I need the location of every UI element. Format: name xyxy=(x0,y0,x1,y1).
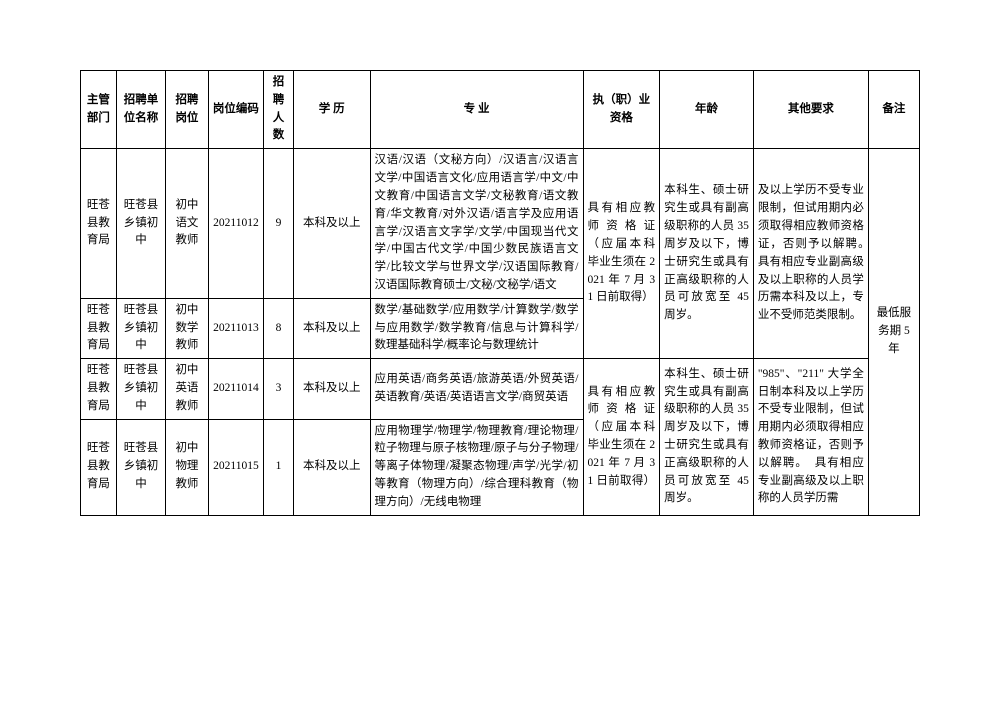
table-row: 旺苍县教育局 旺苍县乡镇初中 初中语文教师 20211012 9 本科及以上 汉… xyxy=(81,149,920,299)
recruitment-table: 主管部门 招聘单位名称 招聘岗位 岗位编码 招聘人数 学 历 专 业 执（职）业… xyxy=(80,70,920,516)
cell-dept: 旺苍县教育局 xyxy=(81,419,117,515)
h-note: 备注 xyxy=(868,71,919,149)
cell-other: "985"、"211" 大学全日制本科及以上学历不受专业限制，但试用期内必须取得… xyxy=(753,359,868,516)
cell-age: 本科生、硕士研究生或具有副高级职称的人员 35 周岁及以下，博士研究生或具有正高… xyxy=(660,359,754,516)
cell-major: 数学/基础数学/应用数学/计算数学/数学与应用数学/数学教育/信息与计算科学/数… xyxy=(370,298,583,358)
cell-num: 8 xyxy=(264,298,294,358)
cell-post: 初中数学教师 xyxy=(166,298,209,358)
table-row: 旺苍县教育局 旺苍县乡镇初中 初中英语教师 20211014 3 本科及以上 应… xyxy=(81,359,920,419)
cell-code: 20211013 xyxy=(208,298,263,358)
cell-code: 20211014 xyxy=(208,359,263,419)
cell-unit: 旺苍县乡镇初中 xyxy=(116,149,165,299)
cell-note: 最低服务期 5 年 xyxy=(868,149,919,515)
h-other: 其他要求 xyxy=(753,71,868,149)
cell-post: 初中英语教师 xyxy=(166,359,209,419)
cell-edu: 本科及以上 xyxy=(293,419,370,515)
cell-code: 20211015 xyxy=(208,419,263,515)
cell-major: 应用英语/商务英语/旅游英语/外贸英语/英语教育/英语/英语语言文学/商贸英语 xyxy=(370,359,583,419)
cell-unit: 旺苍县乡镇初中 xyxy=(116,359,165,419)
cell-major: 应用物理学/物理学/物理教育/理论物理/粒子物理与原子核物理/原子与分子物理/等… xyxy=(370,419,583,515)
h-dept: 主管部门 xyxy=(81,71,117,149)
cell-post: 初中语文教师 xyxy=(166,149,209,299)
h-num: 招聘人数 xyxy=(264,71,294,149)
cell-unit: 旺苍县乡镇初中 xyxy=(116,298,165,358)
cell-age: 本科生、硕士研究生或具有副高级职称的人员 35 周岁及以下，博士研究生或具有正高… xyxy=(660,149,754,359)
h-code: 岗位编码 xyxy=(208,71,263,149)
cell-num: 9 xyxy=(264,149,294,299)
h-age: 年龄 xyxy=(660,71,754,149)
cell-code: 20211012 xyxy=(208,149,263,299)
cell-qual: 具有相应教师资格证（应届本科毕业生须在 2021 年 7 月 31 日前取得） xyxy=(583,359,660,516)
cell-edu: 本科及以上 xyxy=(293,149,370,299)
cell-num: 1 xyxy=(264,419,294,515)
cell-major: 汉语/汉语（文秘方向）/汉语言/汉语言文学/中国语言文化/应用语言学/中文/中文… xyxy=(370,149,583,299)
cell-dept: 旺苍县教育局 xyxy=(81,149,117,299)
cell-dept: 旺苍县教育局 xyxy=(81,298,117,358)
h-major: 专 业 xyxy=(370,71,583,149)
cell-edu: 本科及以上 xyxy=(293,359,370,419)
h-edu: 学 历 xyxy=(293,71,370,149)
h-qual: 执（职）业资格 xyxy=(583,71,660,149)
cell-edu: 本科及以上 xyxy=(293,298,370,358)
h-post: 招聘岗位 xyxy=(166,71,209,149)
header-row: 主管部门 招聘单位名称 招聘岗位 岗位编码 招聘人数 学 历 专 业 执（职）业… xyxy=(81,71,920,149)
cell-unit: 旺苍县乡镇初中 xyxy=(116,419,165,515)
cell-qual: 具有相应教师资格证（应届本科毕业生须在 2021 年 7 月 31 日前取得） xyxy=(583,149,660,359)
cell-other: 及以上学历不受专业限制，但试用期内必须取得相应教师资格证，否则予以解聘。 具有相… xyxy=(753,149,868,359)
cell-num: 3 xyxy=(264,359,294,419)
h-unit: 招聘单位名称 xyxy=(116,71,165,149)
cell-post: 初中物理教师 xyxy=(166,419,209,515)
cell-dept: 旺苍县教育局 xyxy=(81,359,117,419)
